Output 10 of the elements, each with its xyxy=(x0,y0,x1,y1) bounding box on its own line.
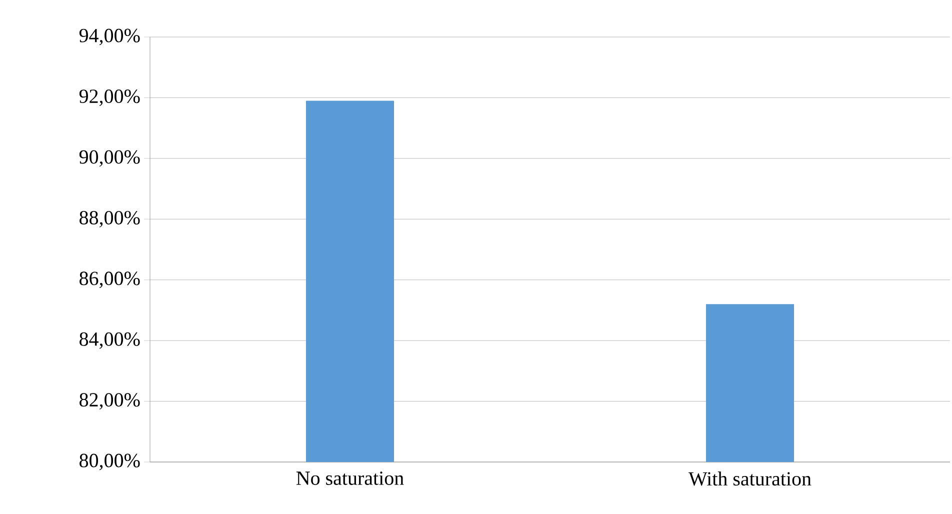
y-tick-label: 88,00% xyxy=(80,210,140,228)
y-tick-label: 86,00% xyxy=(80,272,140,288)
y-tick-label: 80,00% xyxy=(80,454,140,470)
y-tick-label: 94,00% xyxy=(79,28,140,46)
y-tick-label: 90,00% xyxy=(79,150,140,167)
y-tick-label: 82,00% xyxy=(80,393,140,410)
x-tick-label: No saturation xyxy=(296,472,404,485)
x-tick-label: With saturation xyxy=(688,472,812,486)
y-tick-label: 92,00% xyxy=(79,90,140,106)
y-tick-label: 84,00% xyxy=(80,332,140,349)
